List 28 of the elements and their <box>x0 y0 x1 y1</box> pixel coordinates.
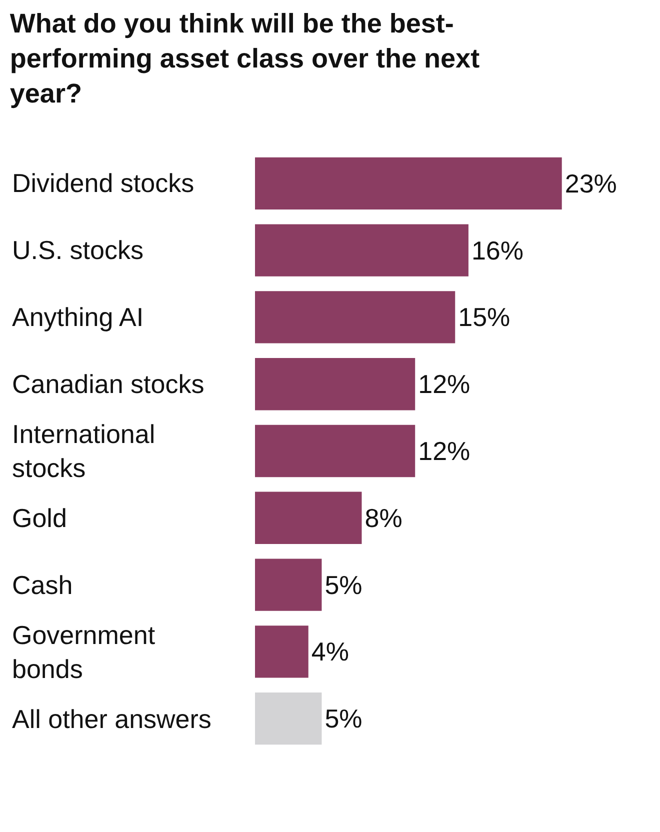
bar <box>255 558 322 611</box>
bar <box>255 224 468 276</box>
y-tick-label: Dividend stocks <box>12 168 194 198</box>
data-label: 12% <box>418 369 470 400</box>
data-label: 15% <box>458 302 510 332</box>
data-label: 5% <box>324 704 362 734</box>
y-tick-label: Anything AI <box>12 302 144 332</box>
bar <box>255 626 308 678</box>
y-tick-label: Canadian stocks <box>12 369 204 399</box>
y-tick-label: Government bonds <box>12 620 156 684</box>
y-tick-label: All other answers <box>12 704 212 734</box>
y-tick-label: Gold <box>12 503 67 533</box>
data-label: 8% <box>364 502 402 533</box>
data-label: 4% <box>311 636 349 667</box>
y-tick-label: U.S. stocks <box>12 235 144 265</box>
y-tick-label: International stocks <box>12 419 156 483</box>
bar <box>255 424 416 478</box>
bar <box>255 157 562 210</box>
data-label: 5% <box>324 570 362 600</box>
data-label: 16% <box>471 235 524 266</box>
bar <box>255 358 416 410</box>
bar <box>255 492 362 544</box>
y-tick-label: Cash <box>12 570 73 600</box>
bar <box>255 291 456 344</box>
data-label: 23% <box>564 168 617 198</box>
data-label: 12% <box>418 436 470 466</box>
bar <box>255 692 322 745</box>
chart-title: What do you think will be the best-performing asset class over the next year? <box>10 8 480 109</box>
